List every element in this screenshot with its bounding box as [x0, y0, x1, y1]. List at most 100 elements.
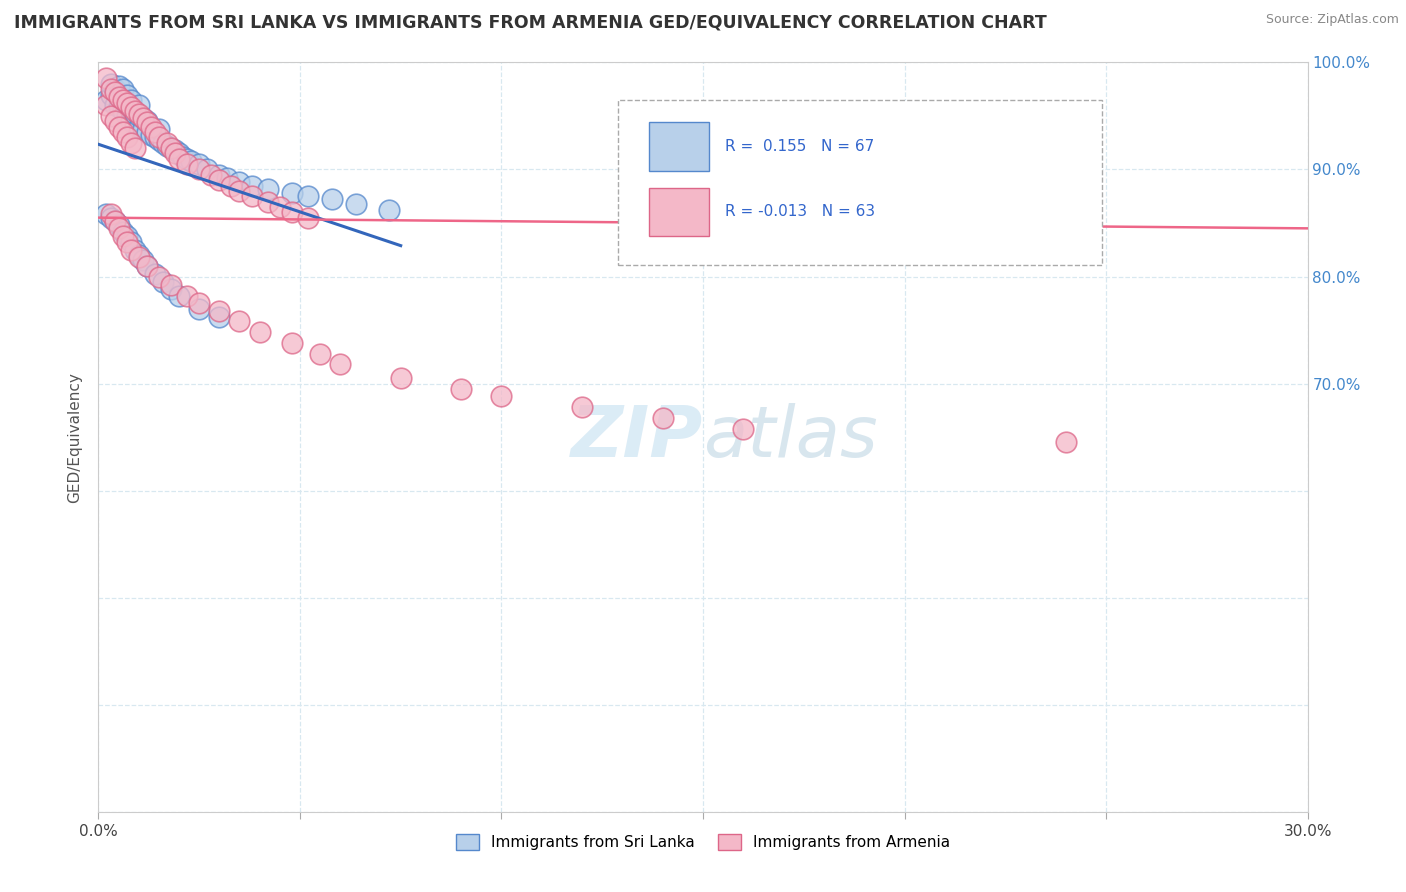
Point — [240, 189, 263, 203]
Point — [195, 162, 218, 177]
Point — [143, 130, 166, 145]
Point — [135, 125, 157, 139]
Point — [180, 153, 202, 168]
Point — [111, 82, 134, 96]
Point — [111, 103, 134, 118]
Point — [124, 107, 146, 121]
Point — [132, 121, 155, 136]
Legend: Immigrants from Sri Lanka, Immigrants from Armenia: Immigrants from Sri Lanka, Immigrants fr… — [450, 829, 956, 856]
Text: atlas: atlas — [703, 402, 877, 472]
Y-axis label: GED/Equivalency: GED/Equivalency — [67, 372, 83, 502]
Point — [115, 87, 138, 102]
Point — [217, 171, 239, 186]
Point — [733, 421, 755, 435]
Point — [256, 182, 278, 196]
Point — [128, 120, 150, 134]
Point — [297, 189, 319, 203]
Point — [124, 243, 146, 257]
Point — [103, 214, 125, 228]
Point — [297, 211, 319, 225]
Point — [143, 268, 166, 282]
Point — [96, 93, 118, 107]
Point — [120, 103, 142, 118]
Point — [124, 103, 146, 118]
Point — [96, 71, 118, 86]
Point — [111, 125, 134, 139]
Point — [139, 120, 162, 134]
Point — [107, 100, 129, 114]
Point — [139, 128, 162, 143]
Point — [100, 207, 122, 221]
Point — [188, 296, 211, 310]
Point — [188, 157, 211, 171]
Point — [100, 82, 122, 96]
Point — [120, 235, 142, 250]
Point — [152, 275, 174, 289]
Point — [344, 196, 367, 211]
Text: IMMIGRANTS FROM SRI LANKA VS IMMIGRANTS FROM ARMENIA GED/EQUIVALENCY CORRELATION: IMMIGRANTS FROM SRI LANKA VS IMMIGRANTS … — [14, 13, 1047, 31]
Point — [176, 289, 198, 303]
Point — [124, 141, 146, 155]
Point — [281, 335, 304, 350]
Point — [115, 235, 138, 250]
Point — [96, 207, 118, 221]
Point — [208, 303, 231, 318]
Point — [107, 221, 129, 235]
Point — [176, 152, 198, 166]
Point — [377, 203, 399, 218]
Text: R = -0.013   N = 63: R = -0.013 N = 63 — [724, 204, 875, 219]
Point — [128, 250, 150, 264]
Point — [107, 120, 129, 134]
Point — [188, 301, 211, 316]
Point — [188, 162, 211, 177]
Point — [160, 141, 183, 155]
Point — [120, 100, 142, 114]
Point — [389, 371, 412, 385]
Point — [163, 146, 186, 161]
Point — [120, 114, 142, 128]
Point — [135, 259, 157, 273]
Point — [115, 130, 138, 145]
Point — [115, 109, 138, 123]
Point — [160, 282, 183, 296]
Point — [111, 93, 134, 107]
Text: Source: ZipAtlas.com: Source: ZipAtlas.com — [1265, 13, 1399, 27]
Point — [135, 259, 157, 273]
Point — [240, 178, 263, 193]
Point — [228, 314, 250, 328]
Point — [120, 93, 142, 107]
Bar — [648, 122, 709, 171]
Point — [156, 139, 179, 153]
Point — [152, 136, 174, 150]
Point — [309, 346, 332, 360]
Point — [249, 325, 271, 339]
Point — [156, 136, 179, 150]
Point — [111, 93, 134, 107]
Point — [208, 173, 231, 187]
Point — [107, 89, 129, 103]
Point — [111, 225, 134, 239]
Point — [281, 205, 304, 219]
Bar — [648, 187, 709, 236]
Point — [163, 143, 186, 157]
Point — [256, 194, 278, 209]
Point — [111, 228, 134, 243]
Point — [167, 152, 190, 166]
Point — [128, 98, 150, 112]
Point — [143, 125, 166, 139]
Point — [228, 184, 250, 198]
Point — [176, 157, 198, 171]
Text: R =  0.155   N = 67: R = 0.155 N = 67 — [724, 139, 875, 153]
Point — [128, 109, 150, 123]
Point — [1054, 435, 1077, 450]
Point — [107, 89, 129, 103]
Point — [115, 98, 138, 112]
Point — [491, 389, 513, 403]
Point — [167, 146, 190, 161]
Point — [228, 175, 250, 189]
Point — [281, 186, 304, 200]
Point — [96, 98, 118, 112]
Point — [100, 211, 122, 225]
Point — [329, 357, 352, 371]
Point — [135, 114, 157, 128]
